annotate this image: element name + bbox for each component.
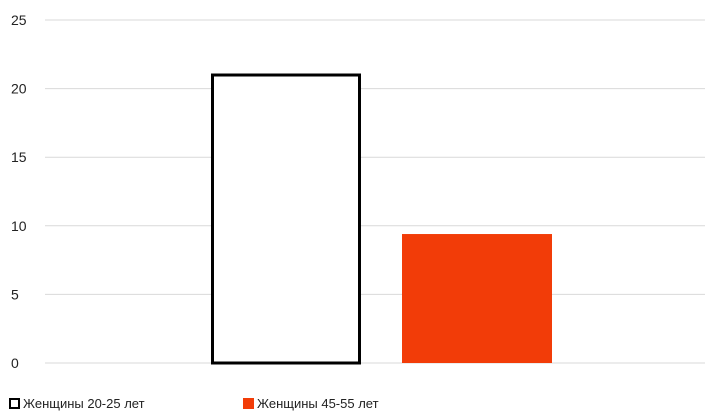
- bar-2: [402, 234, 552, 363]
- bar-1: [211, 73, 361, 365]
- legend-swatch-1: [9, 398, 20, 409]
- y-tick-label: 10: [11, 218, 27, 234]
- legend-swatch-2: [243, 398, 254, 409]
- bars: [211, 73, 552, 365]
- legend-label-1: Женщины 20-25 лет: [23, 396, 145, 411]
- y-axis-ticks: 0 5 10 15 20 25: [11, 12, 27, 371]
- y-tick-label: 0: [11, 355, 19, 371]
- y-tick-label: 20: [11, 81, 27, 97]
- legend-label-2: Женщины 45-55 лет: [257, 396, 379, 411]
- y-tick-label: 15: [11, 149, 27, 165]
- gridlines: [45, 19, 705, 364]
- legend: Женщины 20-25 лет Женщины 45-55 лет: [9, 396, 379, 411]
- y-tick-label: 25: [11, 12, 27, 28]
- y-tick-label: 5: [11, 286, 19, 302]
